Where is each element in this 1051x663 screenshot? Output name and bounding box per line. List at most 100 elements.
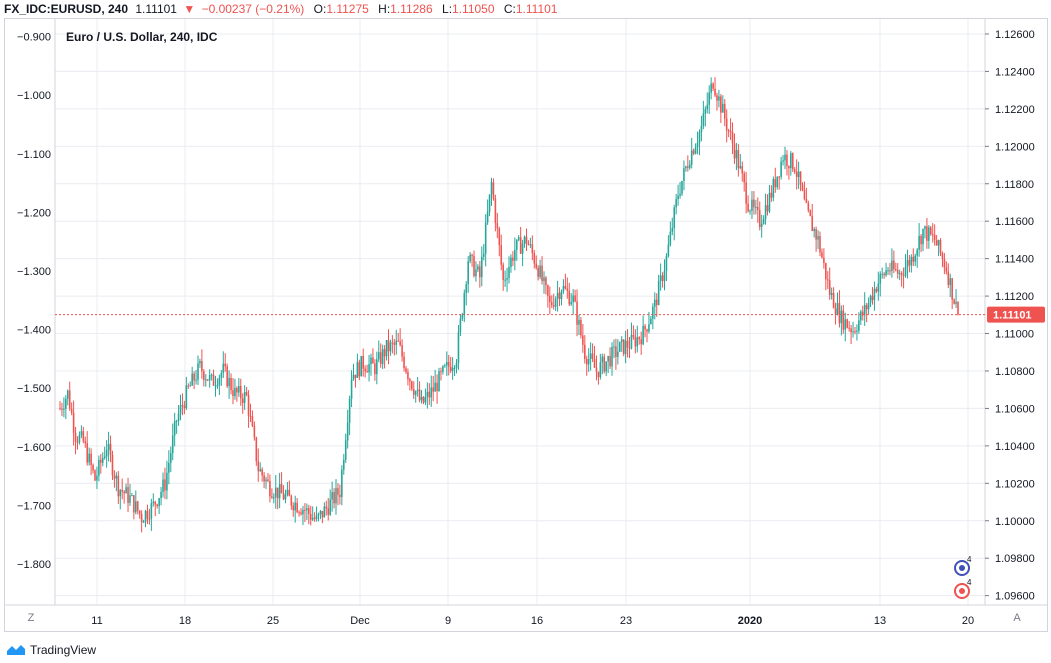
candle-body [307, 508, 310, 514]
candle-body [743, 173, 745, 183]
candle-body [595, 367, 598, 372]
candle-body [259, 469, 262, 472]
candle-body [675, 199, 677, 208]
candle-body [424, 397, 427, 403]
candle-body [813, 229, 815, 232]
candle-body [815, 229, 817, 240]
candle-body [861, 311, 864, 316]
chart-legend-title: Euro / U.S. Dollar, 240, IDC [66, 30, 218, 44]
candle-body [117, 475, 120, 497]
candle-body [346, 422, 349, 441]
last-price: 1.11101 [135, 2, 177, 16]
candle-body [329, 499, 331, 515]
candle-body [239, 386, 242, 399]
candle-body [735, 150, 738, 159]
candle-body [150, 503, 153, 519]
candle-body [251, 416, 254, 426]
candle-body [671, 228, 674, 232]
candle-body [296, 502, 298, 513]
candle-body [218, 377, 221, 386]
candle-body [727, 130, 730, 132]
candle-body [241, 398, 244, 403]
candle-body [173, 421, 176, 436]
candle-body [745, 182, 747, 204]
candle-body [422, 396, 425, 403]
candle-body [446, 362, 448, 366]
candle-body [679, 193, 681, 196]
candle-body [858, 320, 860, 331]
event-badges: 44 [954, 555, 972, 599]
candle-body [319, 510, 322, 514]
candle-body [201, 361, 203, 372]
candle-body [265, 479, 267, 482]
candle-body [535, 263, 538, 268]
candle-body [893, 260, 895, 270]
candle-body [125, 487, 127, 494]
low-label: L: [442, 2, 453, 16]
candle-body [891, 260, 893, 271]
candle-body [325, 506, 328, 509]
candle-body [286, 489, 289, 495]
candle-body [348, 398, 351, 423]
timezone-button[interactable]: Z [27, 612, 35, 624]
symbol-label[interactable]: FX_IDC:EURUSD, 240 [4, 2, 129, 16]
candle-body [243, 392, 246, 403]
candle-body [107, 443, 110, 451]
candle-body [836, 303, 839, 315]
candle-body [731, 131, 734, 144]
candle-body [801, 184, 804, 191]
candle-body [341, 469, 343, 497]
candle-body [482, 253, 485, 257]
right-axis-tick-label: 1.10400 [995, 441, 1035, 453]
candle-body [276, 487, 279, 499]
candle-body [547, 285, 549, 296]
candle-body [405, 368, 407, 373]
candle-body [650, 318, 652, 325]
auto-scale-button[interactable]: A [1013, 612, 1021, 624]
brand-label[interactable]: TradingView [30, 643, 97, 657]
candle-body [191, 373, 193, 386]
candle-body [282, 493, 285, 500]
candle-body [791, 153, 794, 170]
candle-body [788, 166, 790, 169]
candle-body [856, 330, 858, 332]
candle-body [786, 154, 788, 167]
candle-body [941, 253, 944, 259]
candle-body [135, 501, 137, 513]
candle-body [566, 288, 569, 291]
candle-body [644, 325, 646, 330]
right-axis-tick-label: 1.12600 [995, 29, 1035, 41]
candle-body [562, 285, 565, 292]
candle-body [461, 314, 464, 319]
candle-body [533, 253, 536, 264]
candle-body [531, 244, 534, 254]
candle-body [292, 505, 295, 511]
candle-body [607, 356, 609, 362]
candle-body [68, 390, 71, 409]
candle-body [131, 495, 133, 497]
candle-body [335, 488, 337, 504]
right-axis-tick-label: 1.10200 [995, 478, 1035, 490]
candle-body [760, 223, 763, 228]
candle-body [846, 319, 849, 328]
time-axis-label: 13 [874, 615, 886, 627]
candle-body [655, 299, 658, 306]
right-axis-tick-label: 1.12200 [995, 104, 1035, 116]
time-axis-label: 9 [445, 615, 451, 627]
candle-body [317, 513, 320, 516]
candle-body [412, 388, 415, 395]
candle-body [885, 270, 887, 276]
candle-body [920, 235, 922, 245]
candle-body [302, 509, 304, 515]
left-axis-tick-label: −1.600 [17, 442, 51, 454]
candle-body [469, 254, 471, 262]
candle-body [389, 342, 392, 352]
candle-body [957, 301, 959, 315]
candle-body [706, 104, 709, 110]
candle-body [401, 344, 403, 357]
candle-body [271, 496, 273, 498]
left-axis-tick-label: −1.500 [17, 383, 51, 395]
candle-body [951, 278, 953, 300]
time-axis-label: 18 [179, 615, 191, 627]
